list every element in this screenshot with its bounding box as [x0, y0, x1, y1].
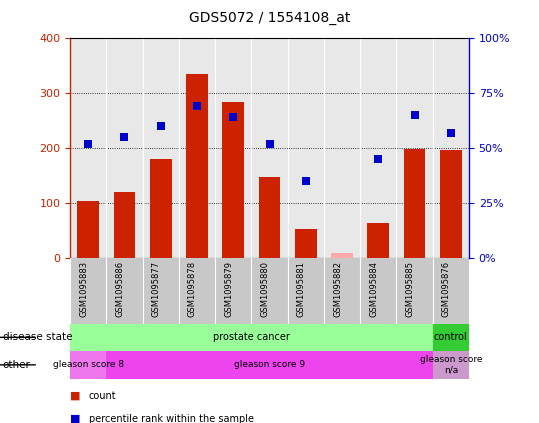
- Text: percentile rank within the sample: percentile rank within the sample: [89, 414, 254, 423]
- Text: ■: ■: [70, 414, 80, 423]
- Text: count: count: [89, 390, 116, 401]
- Text: GSM1095879: GSM1095879: [224, 261, 233, 317]
- Text: gleason score 8: gleason score 8: [53, 360, 124, 369]
- Text: GSM1095882: GSM1095882: [333, 261, 342, 317]
- Text: ■: ■: [70, 390, 80, 401]
- Text: GSM1095885: GSM1095885: [405, 261, 414, 317]
- Text: disease state: disease state: [3, 332, 72, 342]
- Text: GSM1095880: GSM1095880: [260, 261, 270, 317]
- Text: GSM1095878: GSM1095878: [188, 261, 197, 317]
- Point: [156, 123, 165, 129]
- Point: [229, 114, 238, 121]
- Bar: [331, 253, 353, 258]
- Bar: [433, 324, 469, 351]
- Point: [192, 103, 201, 110]
- Bar: [114, 192, 135, 258]
- Bar: [295, 229, 316, 258]
- Text: control: control: [434, 332, 468, 342]
- Point: [301, 178, 310, 184]
- Text: GSM1095881: GSM1095881: [297, 261, 306, 317]
- Text: GDS5072 / 1554108_at: GDS5072 / 1554108_at: [189, 11, 350, 25]
- Bar: [186, 74, 208, 258]
- Bar: [223, 102, 244, 258]
- Text: other: other: [3, 360, 31, 370]
- Bar: [368, 223, 389, 258]
- Bar: [404, 149, 425, 258]
- Bar: [259, 177, 280, 258]
- Text: gleason score 9: gleason score 9: [234, 360, 305, 369]
- Point: [265, 140, 274, 147]
- Text: prostate cancer: prostate cancer: [213, 332, 290, 342]
- Text: GSM1095886: GSM1095886: [115, 261, 125, 317]
- Text: GSM1095877: GSM1095877: [151, 261, 161, 317]
- Text: gleason score
n/a: gleason score n/a: [419, 355, 482, 374]
- Point: [374, 156, 383, 162]
- Bar: [77, 201, 99, 258]
- Bar: [150, 159, 171, 258]
- Point: [120, 134, 129, 140]
- Bar: [440, 150, 462, 258]
- Point: [84, 140, 93, 147]
- Point: [446, 129, 455, 136]
- Text: GSM1095876: GSM1095876: [442, 261, 451, 317]
- Bar: [106, 351, 433, 379]
- Text: GSM1095884: GSM1095884: [369, 261, 378, 317]
- Text: GSM1095883: GSM1095883: [79, 261, 88, 317]
- Bar: [70, 351, 106, 379]
- Point: [410, 112, 419, 118]
- Bar: [433, 351, 469, 379]
